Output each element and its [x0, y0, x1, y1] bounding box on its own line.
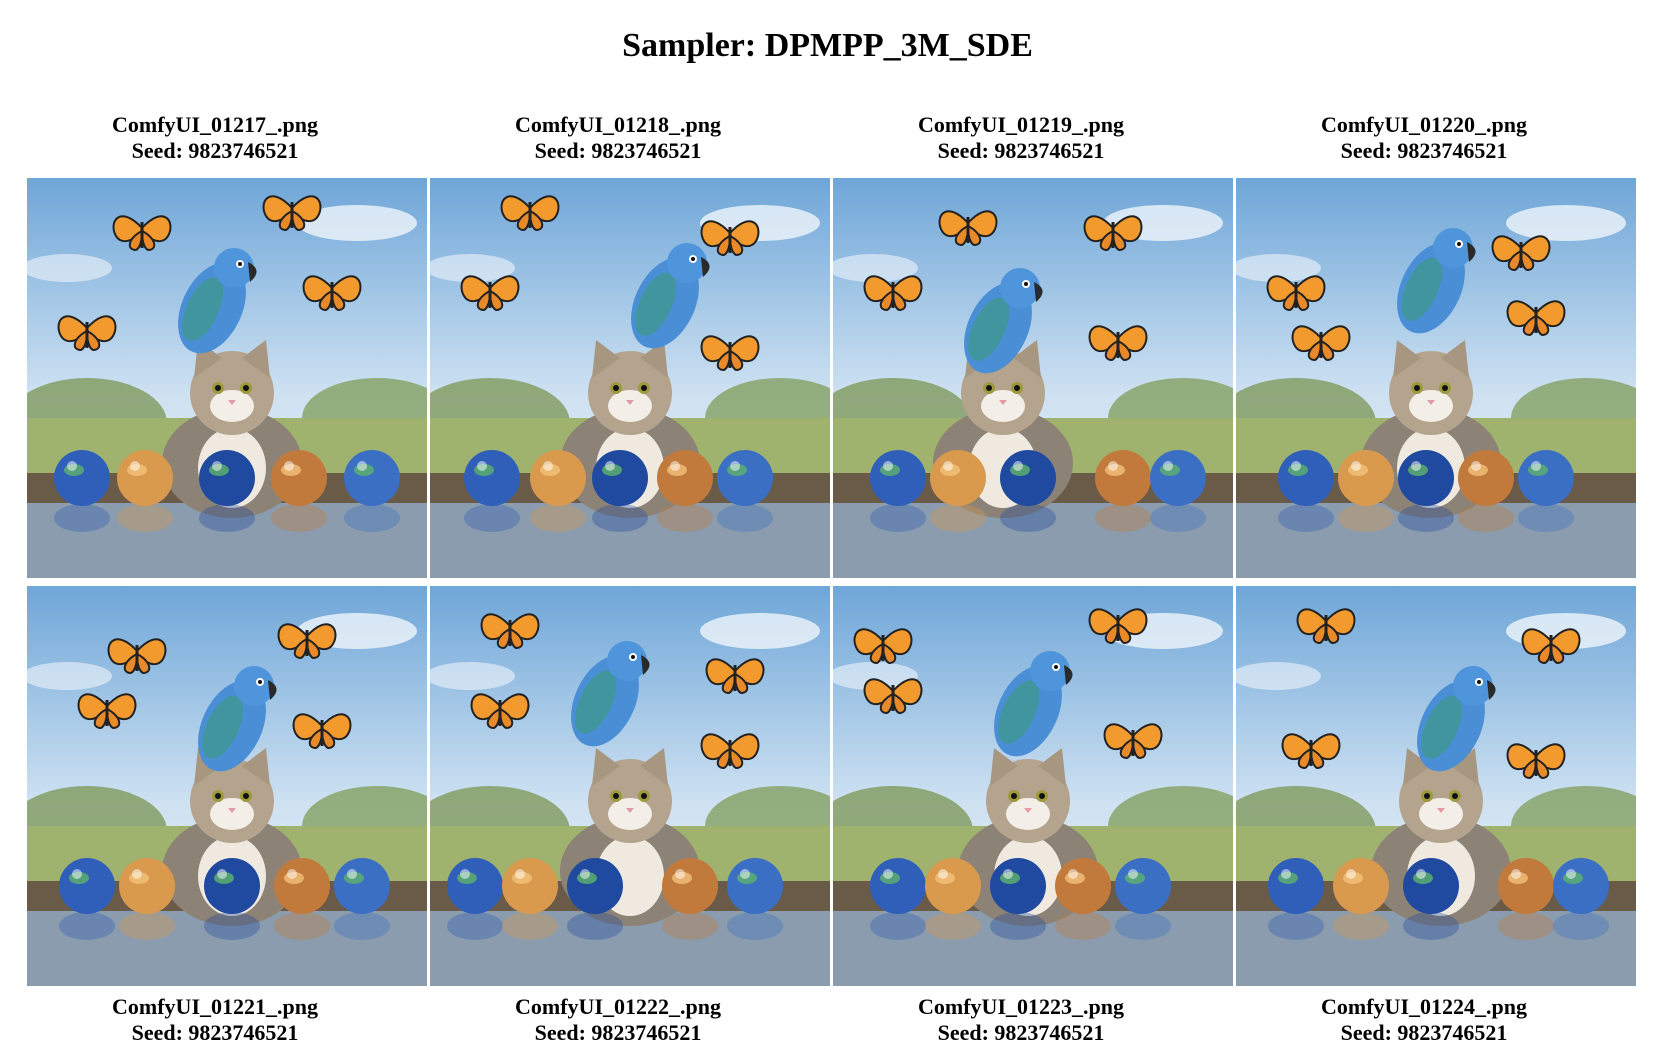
- butterfly-icon: [112, 215, 172, 252]
- page-title: Sampler: DPMPP_3M_SDE: [622, 27, 1033, 64]
- butterfly-icon: [853, 628, 913, 665]
- butterfly-icon: [460, 275, 520, 312]
- filename-label: ComfyUI_01218_.png: [515, 112, 721, 137]
- seed-label: Seed: 9823746521: [1340, 1020, 1508, 1045]
- filename-label: ComfyUI_01220_.png: [1321, 112, 1527, 137]
- butterfly-icon: [480, 613, 540, 650]
- butterfly-icon: [700, 335, 760, 372]
- butterfly-icon: [262, 195, 322, 232]
- generated-image-icon: [27, 178, 427, 578]
- butterfly-icon: [292, 713, 352, 750]
- generated-image-icon: [833, 586, 1233, 986]
- generated-image-icon: [1236, 586, 1636, 986]
- butterfly-icon: [470, 693, 530, 730]
- butterfly-icon: [1266, 275, 1326, 312]
- filename-label: ComfyUI_01217_.png: [112, 112, 318, 137]
- butterfly-icon: [1521, 628, 1581, 665]
- image-thumbnail-1[interactable]: [27, 178, 427, 578]
- butterfly-icon: [705, 658, 765, 695]
- seed-label: Seed: 9823746521: [131, 138, 299, 163]
- butterfly-icon: [500, 195, 560, 232]
- butterfly-icon: [863, 275, 923, 312]
- image-thumbnail-8[interactable]: [1236, 586, 1636, 986]
- image-caption-2: ComfyUI_01218_.png Seed: 9823746521: [418, 112, 818, 164]
- butterfly-icon: [1088, 325, 1148, 362]
- butterfly-icon: [700, 220, 760, 257]
- butterfly-icon: [700, 733, 760, 770]
- image-caption-5: ComfyUI_01221_.png Seed: 9823746521: [15, 994, 415, 1046]
- filename-label: ComfyUI_01223_.png: [918, 994, 1124, 1019]
- filename-label: ComfyUI_01219_.png: [918, 112, 1124, 137]
- image-caption-4: ComfyUI_01220_.png Seed: 9823746521: [1224, 112, 1624, 164]
- butterfly-icon: [57, 315, 117, 352]
- image-thumbnail-7[interactable]: [833, 586, 1233, 986]
- generated-image-icon: [1236, 178, 1636, 578]
- image-caption-6: ComfyUI_01222_.png Seed: 9823746521: [418, 994, 818, 1046]
- filename-label: ComfyUI_01221_.png: [112, 994, 318, 1019]
- butterfly-icon: [1281, 733, 1341, 770]
- image-thumbnail-5[interactable]: [27, 586, 427, 986]
- seed-label: Seed: 9823746521: [131, 1020, 299, 1045]
- butterfly-icon: [938, 210, 998, 247]
- image-caption-3: ComfyUI_01219_.png Seed: 9823746521: [821, 112, 1221, 164]
- image-thumbnail-4[interactable]: [1236, 178, 1636, 578]
- butterfly-icon: [1491, 235, 1551, 272]
- image-caption-7: ComfyUI_01223_.png Seed: 9823746521: [821, 994, 1221, 1046]
- butterfly-icon: [277, 623, 337, 660]
- filename-label: ComfyUI_01222_.png: [515, 994, 721, 1019]
- seed-label: Seed: 9823746521: [1340, 138, 1508, 163]
- seed-label: Seed: 9823746521: [937, 138, 1105, 163]
- butterfly-icon: [1088, 608, 1148, 645]
- butterfly-icon: [1296, 608, 1356, 645]
- butterfly-icon: [1103, 723, 1163, 760]
- butterfly-icon: [107, 638, 167, 675]
- generated-image-icon: [430, 178, 830, 578]
- generated-image-icon: [27, 586, 427, 986]
- image-caption-1: ComfyUI_01217_.png Seed: 9823746521: [15, 112, 415, 164]
- seed-label: Seed: 9823746521: [937, 1020, 1105, 1045]
- butterfly-icon: [1291, 325, 1351, 362]
- butterfly-icon: [302, 275, 362, 312]
- seed-label: Seed: 9823746521: [534, 1020, 702, 1045]
- image-thumbnail-3[interactable]: [833, 178, 1233, 578]
- butterfly-icon: [1083, 215, 1143, 252]
- image-thumbnail-2[interactable]: [430, 178, 830, 578]
- generated-image-icon: [430, 586, 830, 986]
- butterfly-icon: [1506, 743, 1566, 780]
- image-thumbnail-6[interactable]: [430, 586, 830, 986]
- seed-label: Seed: 9823746521: [534, 138, 702, 163]
- butterfly-icon: [863, 678, 923, 715]
- generated-image-icon: [833, 178, 1233, 578]
- image-caption-8: ComfyUI_01224_.png Seed: 9823746521: [1224, 994, 1624, 1046]
- butterfly-icon: [77, 693, 137, 730]
- filename-label: ComfyUI_01224_.png: [1321, 994, 1527, 1019]
- butterfly-icon: [1506, 300, 1566, 337]
